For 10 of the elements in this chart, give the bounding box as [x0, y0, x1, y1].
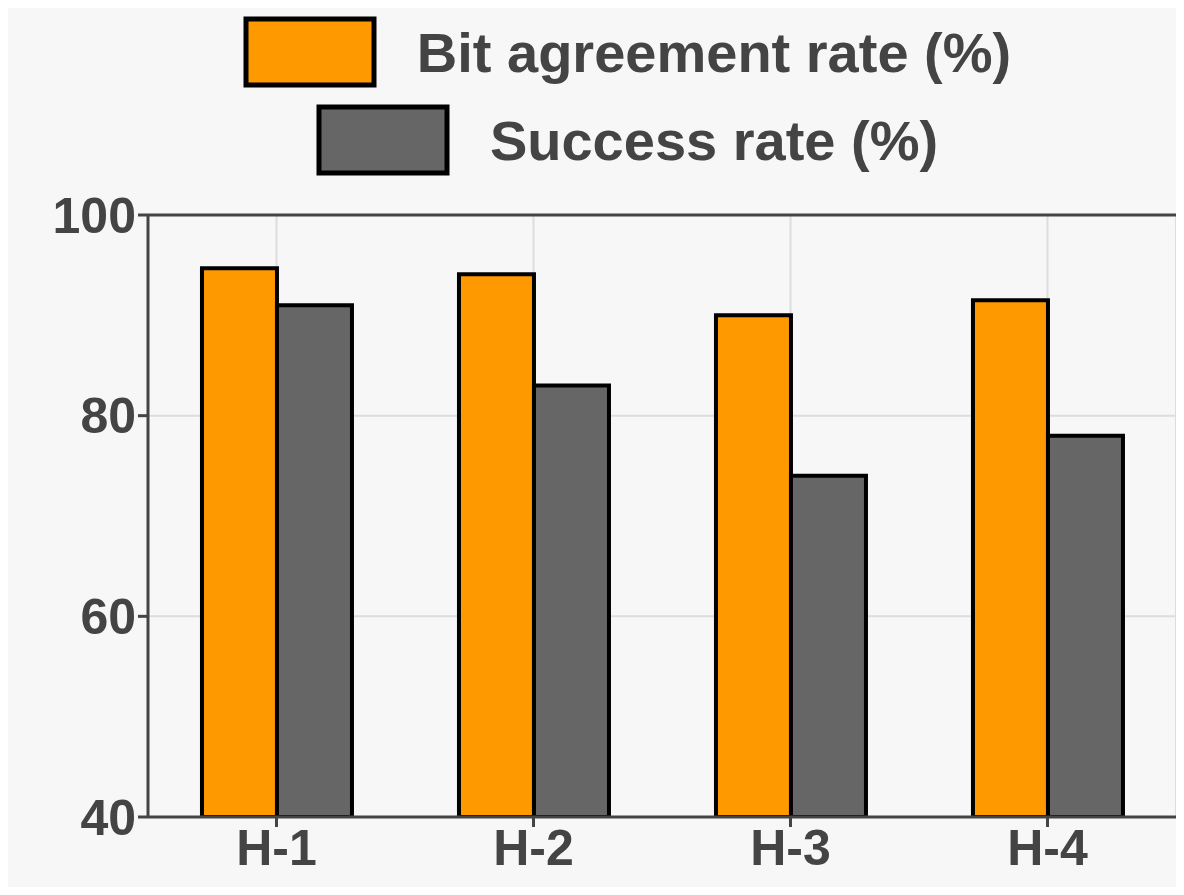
x-tick-label: H-4: [1007, 819, 1088, 876]
x-tick-label: H-2: [493, 819, 574, 876]
y-tick-label: 60: [80, 589, 136, 646]
y-tick-label: 40: [80, 789, 136, 846]
legend-label: Success rate (%): [489, 107, 939, 173]
legend-label: Bit agreement rate (%): [416, 19, 1012, 85]
x-tick-label: H-3: [750, 819, 831, 876]
x-tick-label: H-1: [236, 819, 317, 876]
y-tick-label: 80: [80, 388, 136, 445]
y-tick-label: 100: [52, 187, 136, 244]
